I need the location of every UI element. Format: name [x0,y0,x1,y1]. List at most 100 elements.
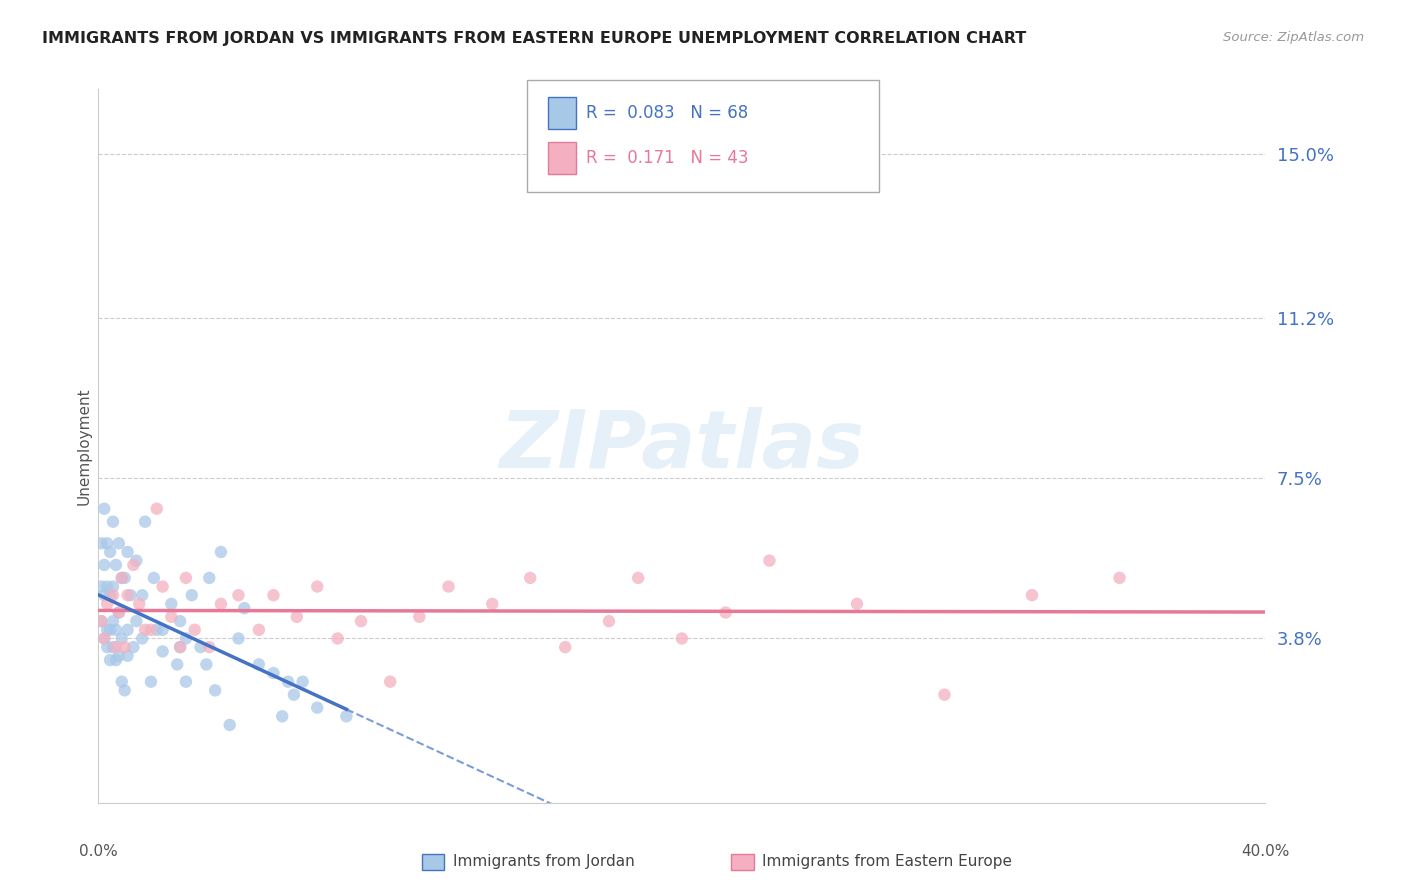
Point [198,571,221,585]
Point [146,501,169,516]
Point [101,640,124,654]
Point [120,588,142,602]
Point [152,644,174,658]
Point [90,614,112,628]
Point [101,588,124,602]
Point [437,580,460,594]
Point [98,653,121,667]
Point [134,515,156,529]
Point [228,632,250,646]
Point [111,571,134,585]
Point [209,545,232,559]
Text: 0.0%: 0.0% [79,845,118,859]
Point [247,623,270,637]
Point [114,640,136,654]
Point [169,614,191,628]
Point [101,580,124,594]
Point [93,632,115,646]
Point [111,632,134,646]
Point [846,597,869,611]
Point [108,606,131,620]
Point [98,623,121,637]
Point [146,623,169,637]
Point [307,700,329,714]
Point [93,558,115,572]
Point [96,580,118,594]
Point [139,623,162,637]
Point [233,601,256,615]
Point [114,571,136,585]
Point [262,666,284,681]
Point [598,614,620,628]
Point [134,623,156,637]
Point [122,558,145,572]
Text: R =  0.083   N = 68: R = 0.083 N = 68 [586,104,748,122]
Point [160,610,183,624]
Point [204,683,226,698]
Point [101,515,124,529]
Point [1108,571,1130,585]
Point [111,571,134,585]
Point [174,571,197,585]
Point [90,536,112,550]
Point [101,614,124,628]
Point [481,597,503,611]
Text: 40.0%: 40.0% [1241,845,1289,859]
Y-axis label: Unemployment: Unemployment [76,387,91,505]
Point [104,640,127,654]
Point [104,558,127,572]
Point [627,571,650,585]
Point [195,657,218,672]
Point [671,632,693,646]
Point [117,545,139,559]
Point [247,657,270,672]
Point [152,580,174,594]
Point [117,588,139,602]
Point [96,623,118,637]
Point [326,632,349,646]
Text: IMMIGRANTS FROM JORDAN VS IMMIGRANTS FROM EASTERN EUROPE UNEMPLOYMENT CORRELATIO: IMMIGRANTS FROM JORDAN VS IMMIGRANTS FRO… [42,31,1026,46]
Point [93,588,115,602]
Point [111,674,134,689]
Point [96,640,118,654]
Point [519,571,541,585]
Point [93,501,115,516]
Point [90,614,112,628]
Point [114,683,136,698]
Point [104,623,127,637]
Point [408,610,430,624]
Point [277,674,299,689]
Point [139,674,162,689]
Point [152,623,174,637]
Point [554,640,576,654]
Point [128,597,150,611]
Point [108,648,131,663]
Point [291,674,314,689]
Point [108,536,131,550]
Point [350,614,373,628]
Point [198,640,221,654]
Point [96,597,118,611]
Point [380,674,402,689]
Point [335,709,357,723]
Point [1021,588,1043,602]
Point [125,614,148,628]
Point [714,606,737,620]
Point [218,718,240,732]
Point [228,588,250,602]
Point [131,632,153,646]
Point [125,553,148,567]
Point [142,571,165,585]
Point [169,640,191,654]
Point [283,688,305,702]
Point [122,640,145,654]
Text: Immigrants from Eastern Europe: Immigrants from Eastern Europe [762,855,1012,869]
Point [98,588,121,602]
Point [174,674,197,689]
Point [285,610,308,624]
Point [160,597,183,611]
Point [262,588,284,602]
Point [174,632,197,646]
Text: ZIPatlas: ZIPatlas [499,407,865,485]
Point [209,597,232,611]
